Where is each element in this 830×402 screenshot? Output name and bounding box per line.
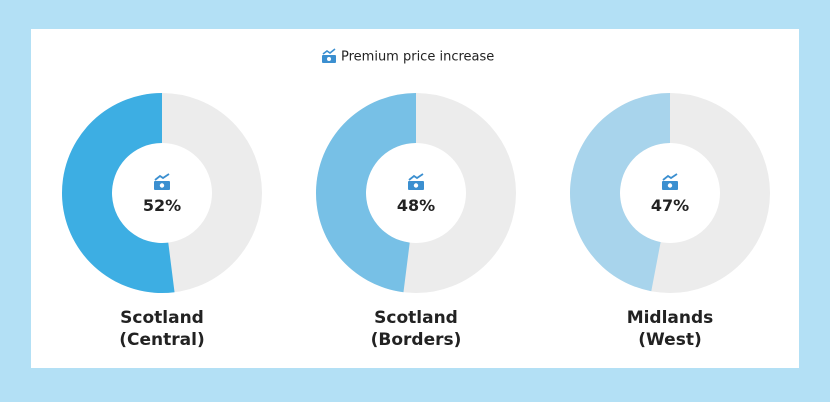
value-label: 47%	[651, 196, 689, 215]
donut-segment	[569, 93, 670, 292]
icon	[154, 173, 170, 190]
chart-title: Scotland (Borders)	[370, 308, 462, 350]
chart-title: Midlands (West)	[626, 308, 714, 350]
legend-label: Premium price increase	[341, 50, 494, 65]
panel	[31, 29, 799, 368]
icon	[408, 173, 424, 190]
icon-part	[408, 173, 424, 181]
legend-icon	[322, 48, 336, 63]
icon-part	[662, 173, 678, 181]
icon-part	[667, 183, 673, 188]
icon-part	[413, 183, 419, 188]
chart-title: Scotland (Central)	[119, 308, 205, 350]
value-label: 48%	[397, 196, 435, 215]
icon-part	[154, 173, 170, 181]
donut-segment	[61, 93, 175, 294]
icon	[662, 173, 678, 190]
donut-segment	[316, 93, 416, 293]
value-label: 52%	[143, 196, 181, 215]
icon-part	[159, 183, 165, 188]
